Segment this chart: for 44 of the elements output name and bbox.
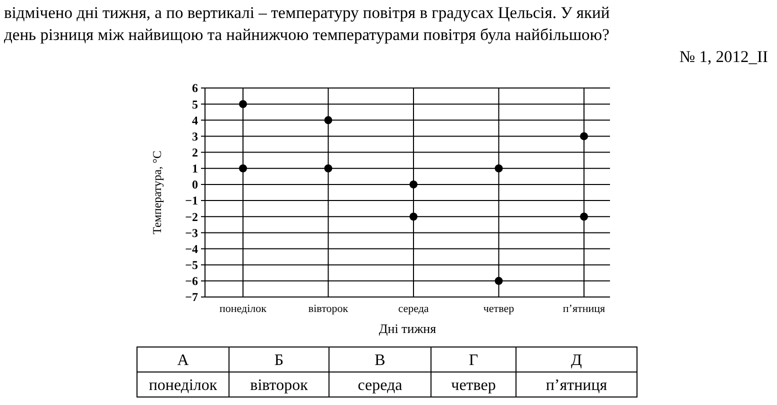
y-tick-label: 0 xyxy=(192,178,198,192)
y-tick-label: 4 xyxy=(192,113,198,128)
text: відмічено дні тижня, а по вертикалі – температуру повітря в градусах Цельсія. У який xyxy=(4,3,610,22)
y-tick-label: −2 xyxy=(185,210,198,224)
y-tick-label: −6 xyxy=(185,274,198,288)
text: В xyxy=(374,352,386,369)
point xyxy=(410,212,418,221)
y-tick-label: −4 xyxy=(185,242,198,256)
x-tick-label: п’ятниця xyxy=(562,303,606,315)
point xyxy=(324,116,332,124)
y-tick-label: −5 xyxy=(185,258,198,272)
x-axis-title: Дні тижня xyxy=(378,321,436,336)
point xyxy=(324,164,332,172)
point xyxy=(239,164,247,172)
point xyxy=(580,212,588,221)
text: А xyxy=(177,352,190,369)
text: Д xyxy=(571,352,582,369)
point xyxy=(410,180,418,188)
y-tick-label: −7 xyxy=(185,290,198,304)
text: вівторок xyxy=(250,377,308,394)
y-tick-label: 3 xyxy=(192,129,198,144)
point xyxy=(239,100,247,108)
text: середа xyxy=(358,377,402,394)
y-tick-label: 5 xyxy=(192,97,198,112)
text: Б xyxy=(274,352,284,369)
text: понеділок xyxy=(148,377,218,394)
x-tick-label: середа xyxy=(398,303,429,315)
point xyxy=(580,132,588,140)
text: день різниця між найвищою та найнижчою температурами повітря була найбільшою? xyxy=(4,25,610,44)
y-tick-label: 6 xyxy=(192,81,198,96)
text: Г xyxy=(468,352,478,369)
text: № 1, 2012_II xyxy=(679,47,768,66)
text: п’ятниця xyxy=(546,377,608,394)
text: четвер xyxy=(451,377,496,394)
y-tick-label: −3 xyxy=(185,226,198,240)
y-tick-label: −1 xyxy=(185,194,198,208)
x-tick-label: вівторок xyxy=(308,303,349,315)
x-tick-label: четвер xyxy=(483,303,515,315)
point xyxy=(494,276,503,285)
y-tick-label: 2 xyxy=(192,146,198,160)
y-axis-title: Температура, °С xyxy=(150,150,164,234)
point xyxy=(494,164,503,172)
y-tick-label: 1 xyxy=(192,162,198,176)
x-tick-label: понеділок xyxy=(220,303,268,315)
